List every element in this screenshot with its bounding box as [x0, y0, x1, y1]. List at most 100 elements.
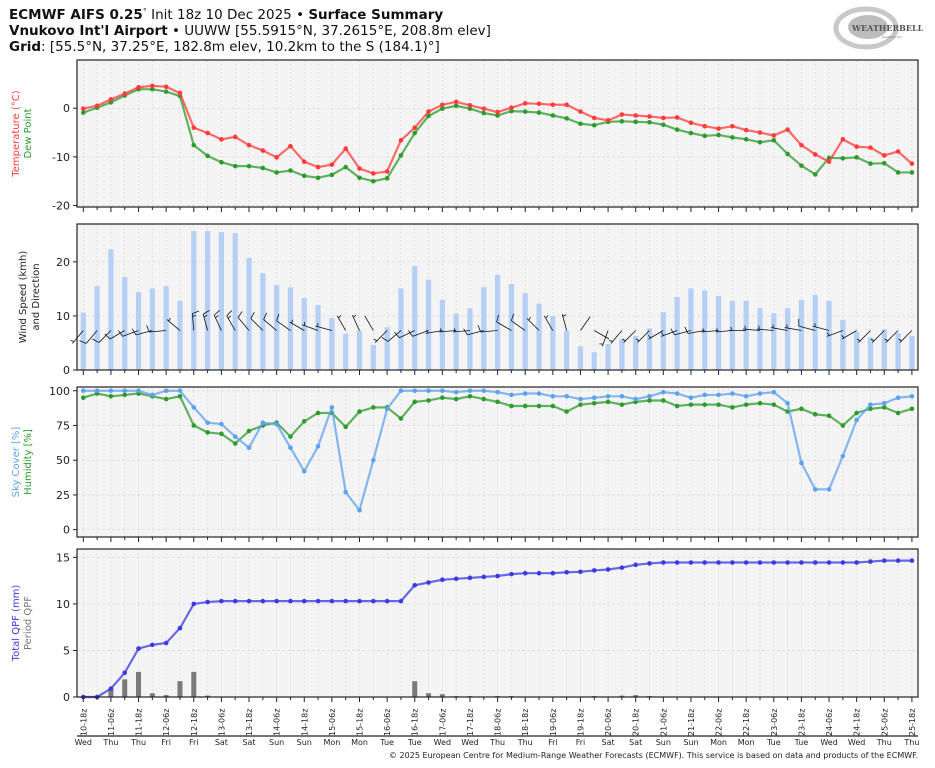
sky-cover-point	[550, 394, 556, 399]
x-day-label: Sat	[215, 738, 228, 747]
wind-speed-bar	[881, 329, 887, 370]
x-tick-label: 20-06z	[604, 709, 613, 736]
humidity-point	[426, 398, 431, 403]
wind-barb	[202, 310, 210, 331]
wind-barb	[898, 330, 913, 343]
total-qpf-point	[564, 569, 569, 575]
dewpoint-point	[426, 113, 431, 119]
sky-cover-point	[136, 388, 141, 394]
barb-staff	[674, 330, 692, 336]
dewpoint-point	[232, 163, 238, 169]
total-qpf-point	[536, 570, 542, 576]
wind-speed-bar	[508, 284, 515, 370]
sky-cover-point	[702, 392, 708, 398]
barb-staff	[387, 330, 402, 342]
panel-qpf: 0 5 10 15 Total QPF (mm) Period QPF	[11, 548, 919, 704]
wind-barb	[784, 324, 802, 331]
temperature-point	[371, 171, 376, 176]
panel-sky_humidity: 0 25 50 75 100 Sky Cover [%] Humidity [%]	[11, 385, 919, 542]
sky-cover-point	[716, 392, 721, 398]
x-tick-label: 16-06z	[383, 709, 392, 736]
humidity-point	[716, 402, 721, 407]
model-name: ECMWF AIFS 0.25	[9, 7, 143, 23]
wind-barb	[599, 330, 609, 347]
x-tick-label: 16-18z	[411, 709, 420, 736]
temperature-point	[771, 133, 777, 138]
wind-speed-bar	[895, 333, 901, 370]
barb-half-feather	[70, 339, 75, 342]
x-tick-label: 21-06z	[659, 709, 668, 736]
humidity-point	[661, 398, 666, 403]
temperature-point	[881, 153, 887, 158]
wind-speed-bar	[287, 287, 294, 370]
barb-half-feather	[440, 328, 443, 332]
dewpoint-point	[509, 108, 514, 114]
barb-staff	[364, 315, 374, 331]
humidity-point	[191, 423, 197, 428]
y-tick-label: -20	[52, 200, 70, 213]
barb-half-feather	[192, 314, 197, 317]
barb-staff	[315, 325, 332, 331]
temperature-point	[329, 162, 335, 167]
total-qpf-point	[826, 560, 832, 565]
sky-cover-point	[288, 445, 293, 450]
barb-full-feather	[394, 331, 400, 338]
sky-cover-point	[881, 400, 887, 406]
sky-cover-point	[647, 394, 652, 399]
total-qpf-point	[163, 640, 169, 646]
sky-cover-point	[398, 388, 404, 394]
barb-full-feather	[146, 325, 150, 333]
barb-staff	[425, 330, 443, 334]
x-day-label: Thu	[102, 738, 118, 747]
sky-cover-point	[771, 389, 777, 395]
dewpoint-point	[191, 142, 197, 148]
period-qpf-bar	[177, 681, 183, 697]
total-qpf-point	[232, 598, 238, 604]
sky-cover-point	[122, 388, 128, 394]
dewpoint-point	[205, 153, 210, 159]
sky-cover-point	[633, 396, 638, 402]
x-tick-label: 19-06z	[549, 709, 558, 736]
title-line: ECMWF AIFS 0.25° Init 18z 10 Dec 2025 • …	[9, 7, 443, 23]
period-qpf-bar	[633, 695, 639, 697]
sky-cover-point	[232, 434, 238, 439]
barb-staff	[263, 319, 277, 331]
humidity-point	[840, 423, 846, 428]
temperature-point	[605, 118, 611, 123]
barb-staff	[526, 318, 540, 331]
barb-full-feather	[684, 326, 689, 334]
humidity-point	[730, 405, 735, 410]
wind-speed-bar	[412, 266, 418, 370]
sky-cover-point	[163, 388, 169, 394]
temperature-point	[453, 99, 459, 105]
wind-barb	[870, 330, 885, 343]
barb-full-feather	[192, 310, 200, 314]
total-qpf-point	[812, 560, 818, 565]
humidity-point	[522, 403, 528, 409]
wind-speed-bar	[343, 333, 349, 370]
sky-cover-point	[522, 391, 528, 396]
x-day-label: Wed	[461, 738, 478, 747]
barb-staff	[98, 330, 112, 343]
wind-speed-bar	[80, 312, 86, 370]
dewpoint-point	[647, 120, 652, 125]
barb-staff	[85, 330, 98, 344]
wind-speed-bar	[315, 305, 321, 370]
x-tick-label: 13-06z	[217, 709, 226, 736]
humidity-point	[564, 409, 569, 414]
sky-cover-point	[481, 388, 487, 394]
dewpoint-point	[453, 103, 459, 109]
logo-text: WEATHERBELL	[851, 23, 924, 33]
dewpoint-point	[81, 110, 86, 115]
humidity-point	[578, 402, 583, 407]
y-tick-label: 0	[63, 524, 70, 537]
barb-staff	[798, 325, 816, 331]
x-day-label: Sat	[602, 738, 615, 747]
period-qpf-bar	[619, 695, 625, 697]
x-day-label: Sun	[297, 738, 312, 747]
x-tick-label: 17-06z	[438, 709, 447, 736]
temperature-point	[522, 101, 528, 106]
wind-barb	[351, 314, 360, 331]
wind-barb	[594, 330, 610, 340]
dewpoint-point	[357, 175, 362, 181]
